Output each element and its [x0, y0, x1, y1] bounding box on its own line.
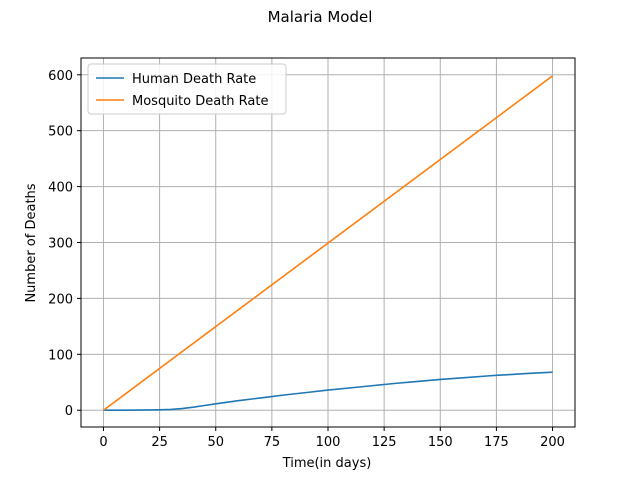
x-axis-label: Time(in days) [282, 456, 372, 471]
legend-label: Mosquito Death Rate [132, 94, 268, 109]
x-tick-label: 100 [316, 435, 341, 450]
axis-ticks: 0 25 50 75 100 125 150 175 200 0 100 200 300 400 500 60… [48, 69, 565, 450]
y-tick-label: 500 [48, 125, 73, 140]
y-axis-label: Number of Deaths [24, 183, 39, 302]
x-tick-label: 150 [428, 435, 453, 450]
legend-label: Human Death Rate [132, 72, 256, 87]
y-tick-label: 600 [48, 69, 73, 84]
chart-title: Malaria Model [268, 8, 373, 26]
series-line-1 [103, 371, 553, 412]
legend-box [87, 63, 287, 115]
grid [81, 58, 575, 427]
x-tick-label: 75 [264, 435, 281, 450]
y-tick-label: 100 [48, 348, 73, 363]
x-tick-label: 125 [372, 435, 397, 450]
x-tick-label: 25 [151, 435, 168, 450]
x-tick-label: 175 [484, 435, 509, 450]
series-line-2 [102, 75, 554, 411]
y-tick-label: 0 [65, 404, 73, 419]
plot-series [102, 75, 554, 412]
x-tick-label: 200 [540, 435, 565, 450]
y-tick-label: 200 [48, 292, 73, 307]
legend: Human Death Rate Mosquito Death Rate [87, 63, 287, 115]
y-tick-label: 300 [48, 237, 73, 252]
x-tick-label: 0 [99, 435, 107, 450]
y-tick-label: 400 [48, 181, 73, 196]
x-tick-label: 50 [207, 435, 224, 450]
